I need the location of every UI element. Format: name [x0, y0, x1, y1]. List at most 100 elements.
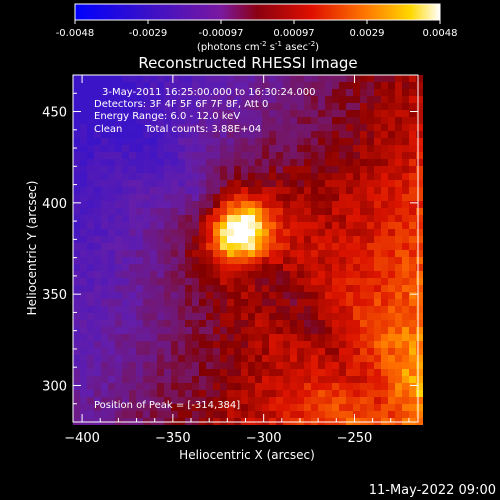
- heatmap-cell: [213, 131, 220, 138]
- heatmap-cell: [290, 383, 297, 390]
- heatmap-cell: [416, 313, 423, 320]
- heatmap-cell: [360, 292, 367, 299]
- heatmap-cell: [192, 194, 199, 201]
- heatmap-cell: [353, 383, 360, 390]
- heatmap-cell: [283, 96, 290, 103]
- heatmap-cell: [157, 383, 164, 390]
- heatmap-cell: [171, 313, 178, 320]
- heatmap-cell: [416, 271, 423, 278]
- heatmap-cell: [164, 145, 171, 152]
- heatmap-cell: [255, 75, 262, 82]
- heatmap-cell: [73, 173, 80, 180]
- heatmap-cell: [360, 208, 367, 215]
- heatmap-cell: [325, 124, 332, 131]
- heatmap-cell: [374, 292, 381, 299]
- y-axis-label: Heliocentric Y (arcsec): [25, 181, 39, 316]
- heatmap-cell: [381, 376, 388, 383]
- heatmap-cell: [213, 306, 220, 313]
- heatmap-cell: [248, 306, 255, 313]
- heatmap-cell: [73, 89, 80, 96]
- heatmap-cell: [73, 166, 80, 173]
- heatmap-cell: [206, 334, 213, 341]
- heatmap-cell: [346, 208, 353, 215]
- heatmap-cell: [409, 229, 416, 236]
- x-tick-label: −400: [64, 431, 100, 446]
- heatmap-cell: [297, 257, 304, 264]
- heatmap-cell: [199, 117, 206, 124]
- heatmap-cell: [311, 229, 318, 236]
- heatmap-cell: [395, 145, 402, 152]
- heatmap-cell: [311, 404, 318, 411]
- heatmap-cell: [234, 96, 241, 103]
- heatmap-cell: [192, 404, 199, 411]
- heatmap-cell: [143, 152, 150, 159]
- heatmap-cell: [297, 376, 304, 383]
- heatmap-cell: [276, 110, 283, 117]
- heatmap-cell: [311, 264, 318, 271]
- heatmap-cell: [255, 397, 262, 404]
- heatmap-cell: [241, 96, 248, 103]
- heatmap-cell: [332, 369, 339, 376]
- heatmap-cell: [360, 124, 367, 131]
- heatmap-cell: [227, 404, 234, 411]
- heatmap-cell: [87, 383, 94, 390]
- heatmap-cell: [402, 236, 409, 243]
- heatmap-cell: [290, 117, 297, 124]
- heatmap-cell: [248, 264, 255, 271]
- heatmap-cell: [206, 313, 213, 320]
- heatmap-cell: [297, 131, 304, 138]
- heatmap-cell: [318, 376, 325, 383]
- heatmap-cell: [129, 201, 136, 208]
- heatmap-cell: [360, 348, 367, 355]
- heatmap-cell: [248, 124, 255, 131]
- heatmap-cell: [129, 299, 136, 306]
- heatmap-cell: [234, 180, 241, 187]
- heatmap-cell: [73, 180, 80, 187]
- heatmap-cell: [381, 110, 388, 117]
- heatmap-cell: [269, 334, 276, 341]
- heatmap-cell: [157, 362, 164, 369]
- heatmap-cell: [255, 173, 262, 180]
- heatmap-cell: [164, 404, 171, 411]
- heatmap-cell: [122, 89, 129, 96]
- heatmap-cell: [269, 145, 276, 152]
- heatmap-cell: [73, 271, 80, 278]
- heatmap-cell: [213, 180, 220, 187]
- heatmap-cell: [416, 334, 423, 341]
- heatmap-cell: [318, 278, 325, 285]
- heatmap-cell: [248, 292, 255, 299]
- heatmap-cell: [220, 187, 227, 194]
- heatmap-cell: [332, 397, 339, 404]
- heatmap-cell: [395, 264, 402, 271]
- heatmap-cell: [332, 110, 339, 117]
- heatmap-cell: [185, 166, 192, 173]
- heatmap-cell: [381, 89, 388, 96]
- heatmap-cell: [192, 306, 199, 313]
- heatmap-cell: [255, 243, 262, 250]
- heatmap-cell: [346, 264, 353, 271]
- heatmap-cell: [402, 285, 409, 292]
- heatmap-cell: [353, 110, 360, 117]
- heatmap-cell: [255, 376, 262, 383]
- heatmap-cell: [234, 334, 241, 341]
- colorbar-tick-label: 0.00097: [273, 28, 314, 39]
- heatmap-cell: [234, 159, 241, 166]
- heatmap-cell: [388, 201, 395, 208]
- heatmap-cell: [402, 124, 409, 131]
- heatmap-cell: [353, 397, 360, 404]
- heatmap-cell: [227, 271, 234, 278]
- heatmap-cell: [269, 236, 276, 243]
- heatmap-cell: [255, 264, 262, 271]
- heatmap-cell: [318, 355, 325, 362]
- y-tick-label: 450: [42, 106, 67, 121]
- heatmap-cell: [206, 250, 213, 257]
- heatmap-cell: [283, 411, 290, 418]
- heatmap-cell: [248, 208, 255, 215]
- heatmap-cell: [178, 369, 185, 376]
- heatmap-cell: [269, 250, 276, 257]
- heatmap-cell: [185, 159, 192, 166]
- heatmap-cell: [220, 320, 227, 327]
- heatmap-cell: [164, 250, 171, 257]
- x-axis-label: Heliocentric X (arcsec): [179, 448, 315, 462]
